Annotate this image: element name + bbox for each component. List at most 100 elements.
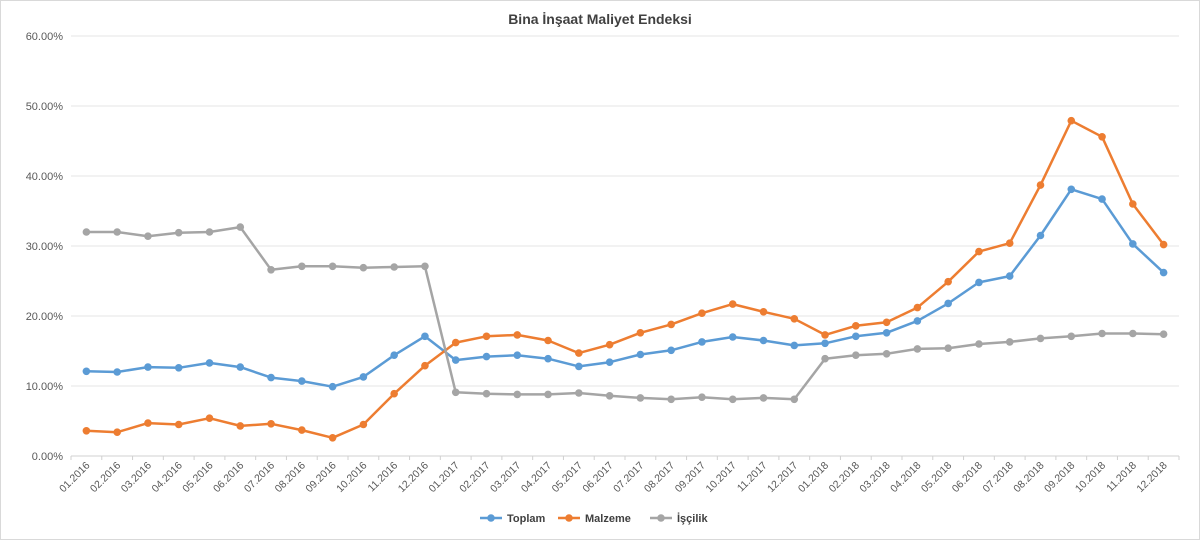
data-point bbox=[421, 332, 429, 341]
x-tick-label: 07.2016 bbox=[242, 460, 277, 495]
legend-label: Toplam bbox=[507, 513, 546, 525]
data-point bbox=[698, 338, 706, 346]
data-point bbox=[821, 339, 829, 348]
data-point bbox=[82, 427, 91, 435]
x-tick-label: 04.2016 bbox=[150, 460, 185, 495]
x-axis-ticks: 01.201602.201603.201604.201605.201606.20… bbox=[57, 456, 1180, 495]
data-point bbox=[1098, 133, 1106, 141]
data-point bbox=[728, 300, 737, 308]
data-point bbox=[882, 329, 891, 337]
data-point bbox=[1067, 185, 1076, 194]
data-point bbox=[1159, 240, 1168, 249]
data-point bbox=[1098, 195, 1106, 203]
data-point bbox=[390, 389, 398, 398]
data-point bbox=[298, 377, 306, 385]
data-point bbox=[236, 363, 245, 371]
data-point bbox=[174, 364, 183, 372]
y-axis-ticks: 0.00% 10.00% 20.00% 30.00% 40.00% 50.00% 60.00… bbox=[26, 31, 64, 463]
y-tick-label: 40.00% bbox=[26, 171, 64, 183]
data-point bbox=[390, 263, 398, 271]
data-point bbox=[882, 318, 891, 327]
data-point bbox=[513, 390, 522, 399]
legend-marker bbox=[487, 514, 495, 522]
data-point bbox=[790, 395, 799, 404]
x-tick-label: 04.2018 bbox=[888, 460, 923, 495]
x-tick-label: 09.2017 bbox=[673, 460, 708, 495]
data-point bbox=[205, 414, 214, 423]
x-tick-label: 12.2016 bbox=[396, 460, 431, 495]
series-line bbox=[86, 188, 1165, 388]
data-point bbox=[513, 331, 522, 339]
data-point bbox=[1129, 240, 1137, 248]
data-point bbox=[975, 278, 983, 287]
data-point bbox=[698, 393, 706, 402]
y-tick-label: 60.00% bbox=[26, 31, 64, 43]
data-point bbox=[975, 247, 983, 256]
data-point bbox=[913, 345, 922, 353]
data-point bbox=[544, 336, 552, 345]
data-point bbox=[82, 228, 91, 236]
series-line bbox=[86, 225, 1164, 401]
x-tick-label: 10.2018 bbox=[1073, 460, 1108, 495]
gridlines bbox=[71, 35, 1179, 457]
data-point bbox=[728, 333, 737, 341]
data-point bbox=[1067, 116, 1076, 125]
data-point bbox=[421, 262, 429, 271]
data-point bbox=[575, 389, 583, 397]
legend-item: Toplam bbox=[480, 513, 546, 525]
data-point bbox=[328, 382, 337, 391]
x-tick-label: 02.2016 bbox=[88, 460, 123, 495]
data-point bbox=[636, 329, 645, 337]
data-point bbox=[144, 419, 152, 427]
data-point bbox=[852, 332, 860, 341]
data-point bbox=[1067, 332, 1076, 341]
x-tick-label: 05.2016 bbox=[180, 460, 215, 495]
data-point bbox=[821, 354, 829, 363]
data-point bbox=[174, 228, 183, 237]
data-point bbox=[821, 331, 829, 339]
x-tick-label: 12.2017 bbox=[765, 460, 800, 495]
data-point bbox=[882, 350, 891, 358]
data-point bbox=[790, 315, 799, 323]
x-tick-label: 05.2017 bbox=[550, 460, 585, 495]
x-tick-label: 04.2017 bbox=[519, 460, 554, 495]
data-point bbox=[1098, 329, 1106, 338]
data-point bbox=[759, 394, 768, 402]
legend-marker bbox=[565, 514, 573, 522]
x-tick-label: 08.2017 bbox=[642, 460, 677, 495]
x-tick-label: 11.2018 bbox=[1104, 460, 1139, 495]
data-point bbox=[605, 340, 614, 349]
data-point bbox=[698, 309, 706, 318]
data-point bbox=[236, 223, 245, 231]
series-i̇şçilik bbox=[82, 223, 1168, 404]
data-point bbox=[667, 320, 675, 329]
data-point bbox=[359, 373, 368, 381]
series-group bbox=[82, 116, 1168, 442]
x-tick-label: 09.2018 bbox=[1042, 460, 1077, 495]
data-point bbox=[852, 351, 860, 360]
data-point bbox=[759, 308, 768, 316]
data-point bbox=[421, 361, 429, 370]
legend-label: Malzeme bbox=[585, 513, 631, 525]
data-point bbox=[144, 363, 152, 371]
data-point bbox=[82, 367, 91, 376]
data-point bbox=[852, 322, 860, 330]
data-point bbox=[113, 368, 121, 376]
x-tick-label: 10.2016 bbox=[334, 460, 369, 495]
y-tick-label: 20.00% bbox=[26, 311, 64, 323]
x-tick-label: 06.2016 bbox=[211, 460, 246, 495]
data-point bbox=[790, 341, 799, 350]
data-point bbox=[1129, 200, 1137, 208]
data-point bbox=[359, 420, 368, 429]
series-toplam bbox=[82, 185, 1168, 391]
y-tick-label: 10.00% bbox=[26, 381, 64, 393]
x-tick-label: 01.2016 bbox=[57, 460, 92, 495]
chart-title: Bina İnşaat Maliyet Endeksi bbox=[508, 11, 692, 27]
data-point bbox=[113, 428, 121, 437]
data-point bbox=[113, 228, 121, 236]
x-tick-label: 01.2017 bbox=[427, 460, 462, 495]
data-point bbox=[944, 344, 952, 353]
data-point bbox=[482, 389, 491, 398]
data-point bbox=[975, 340, 983, 348]
